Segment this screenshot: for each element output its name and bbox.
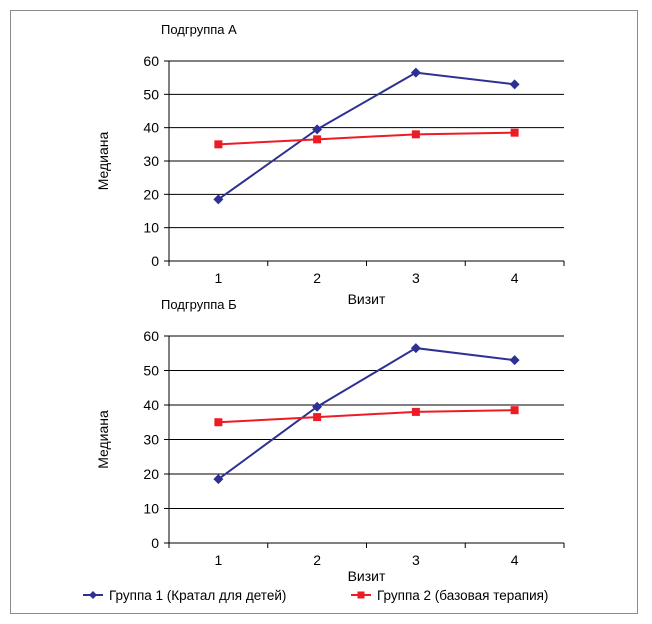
y-tick-label: 0 <box>151 535 159 551</box>
legend-item-1: Группа 1 (Кратал для детей) <box>83 588 286 603</box>
y-tick-label: 40 <box>143 397 159 413</box>
legend-marker <box>89 591 97 599</box>
y-tick-label: 30 <box>143 432 159 448</box>
x-tick-label: 2 <box>313 270 321 286</box>
data-point <box>410 343 421 354</box>
data-point <box>214 418 223 427</box>
y-tick-label: 50 <box>143 363 159 379</box>
chart-title: Подгруппа Б <box>161 297 237 312</box>
data-point <box>510 128 519 137</box>
data-point <box>213 194 224 205</box>
y-axis-label: Медиана <box>95 131 111 190</box>
x-tick-label: 1 <box>214 552 222 568</box>
y-tick-label: 50 <box>143 86 159 102</box>
data-point <box>213 474 224 485</box>
series-line <box>217 71 515 201</box>
data-point <box>509 79 520 90</box>
data-point <box>313 135 322 144</box>
x-tick-label: 3 <box>412 552 420 568</box>
data-point <box>410 67 421 78</box>
series-1 <box>213 67 520 205</box>
series-2 <box>214 406 519 427</box>
y-tick-label: 10 <box>143 501 159 517</box>
data-point <box>411 130 420 139</box>
y-tick-label: 0 <box>151 253 159 269</box>
y-tick-label: 60 <box>143 53 159 69</box>
y-tick-label: 20 <box>143 466 159 482</box>
data-point <box>411 407 420 416</box>
legend-item-2: Группа 2 (базовая терапия) <box>351 588 548 603</box>
x-axis-label: Визит <box>348 291 386 307</box>
x-tick-label: 2 <box>313 552 321 568</box>
y-axis-label: Медиана <box>95 410 111 469</box>
y-tick-label: 60 <box>143 328 159 344</box>
data-point <box>214 140 223 149</box>
y-tick-label: 30 <box>143 153 159 169</box>
y-tick-label: 40 <box>143 120 159 136</box>
data-point <box>312 124 323 135</box>
y-tick-label: 20 <box>143 186 159 202</box>
x-axis-label: Визит <box>348 568 386 584</box>
x-tick-label: 1 <box>214 270 222 286</box>
legend: Группа 1 (Кратал для детей) Группа 2 (баз… <box>83 588 548 603</box>
chart-panel-2: Подгруппа Б 0 10 20 30 40 50 60 1 2 3 4 Визит Медиана <box>95 297 565 584</box>
legend-label: Группа 2 (базовая терапия) <box>377 588 548 603</box>
legend-label: Группа 1 (Кратал для детей) <box>109 588 286 603</box>
y-tick-label: 10 <box>143 220 159 236</box>
chart-figure: Подгруппа А 0 10 20 30 40 50 60 1 2 3 4 Визит Медиана… <box>10 10 638 614</box>
legend-marker <box>357 591 365 599</box>
series-line <box>218 131 515 146</box>
x-tick-label: 3 <box>412 270 420 286</box>
series-line <box>217 347 515 480</box>
series-line <box>218 409 515 424</box>
data-point <box>312 401 323 412</box>
data-point <box>313 413 322 422</box>
x-tick-label: 4 <box>511 552 519 568</box>
series-1 <box>213 343 520 485</box>
series-2 <box>214 128 519 149</box>
chart-title: Подгруппа А <box>161 22 237 37</box>
x-tick-label: 4 <box>511 270 519 286</box>
data-point <box>510 406 519 415</box>
chart-panel-1: Подгруппа А 0 10 20 30 40 50 60 1 2 3 4 Визит Медиана <box>95 22 565 307</box>
data-point <box>509 355 520 366</box>
